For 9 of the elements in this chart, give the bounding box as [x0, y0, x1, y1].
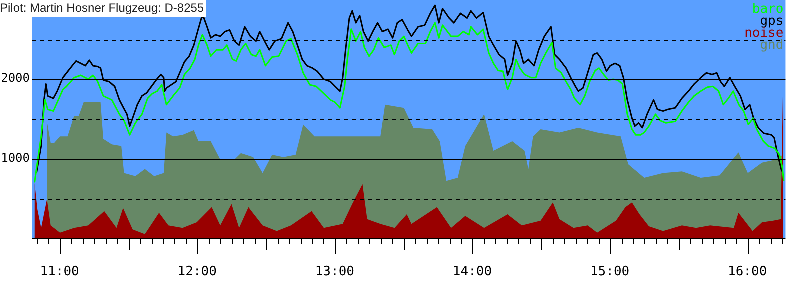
- x-tick-label: 11:00: [40, 264, 80, 280]
- y-tick-label: 1000: [1, 151, 30, 166]
- x-tick-label: 13:00: [315, 264, 354, 280]
- x-tick-label: 12:00: [178, 264, 217, 280]
- x-tick-label: 14:00: [452, 264, 492, 280]
- y-tick-label: 2000: [1, 71, 30, 86]
- x-tick-label: 15:00: [590, 264, 630, 280]
- chart-title: Pilot: Martin Hosner Flugzeug: D-8255: [0, 0, 206, 17]
- x-tick-label: 16:00: [728, 264, 768, 280]
